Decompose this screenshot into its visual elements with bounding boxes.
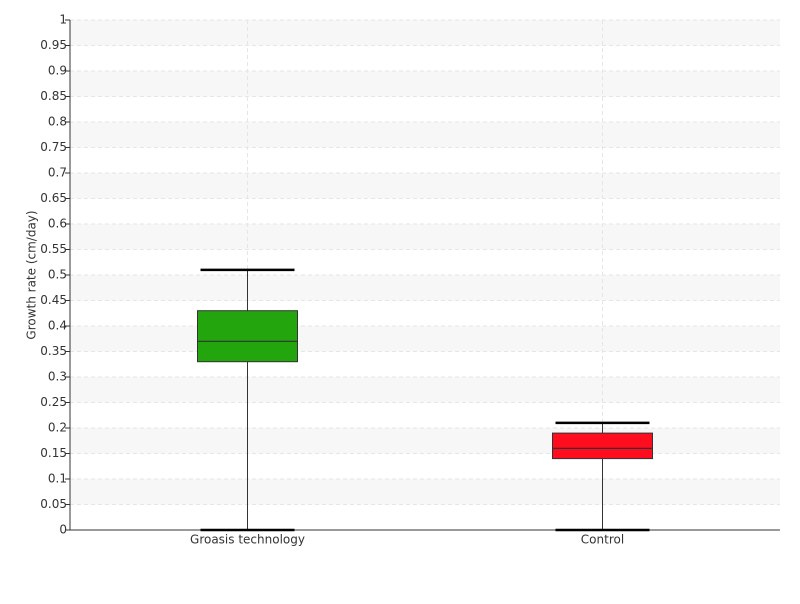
y-tick-label: 0.45 (40, 293, 67, 307)
y-tick-label: 0.3 (48, 370, 67, 384)
grid-band (70, 428, 780, 454)
y-tick-label: 0.2 (48, 421, 67, 435)
y-tick-label: 0.9 (48, 64, 67, 78)
grid-band (70, 173, 780, 199)
y-tick-label: 0.55 (40, 242, 67, 256)
grid-band (70, 326, 780, 352)
y-tick-label: 0.5 (48, 268, 67, 282)
y-axis-label: Growth rate (cm/day) (25, 210, 39, 339)
box (552, 432, 653, 460)
y-tick-label: 0.15 (40, 446, 67, 460)
y-tick-label: 0.65 (40, 191, 67, 205)
grid-band (70, 275, 780, 301)
y-tick-label: 0.05 (40, 497, 67, 511)
y-tick-label: 0.25 (40, 395, 67, 409)
x-tick-label: Groasis technology (190, 533, 305, 547)
y-tick-label: 1 (59, 13, 67, 27)
y-tick-label: 0.85 (40, 89, 67, 103)
x-tick-label: Control (581, 533, 624, 547)
box (197, 310, 298, 363)
grid-band (70, 122, 780, 148)
grid-band (70, 71, 780, 97)
y-tick-label: 0.1 (48, 472, 67, 486)
y-tick-label: 0.7 (48, 166, 67, 180)
grid-band (70, 479, 780, 505)
grid-band (70, 224, 780, 250)
y-tick-label: 0.35 (40, 344, 67, 358)
grid-band (70, 20, 780, 46)
y-tick-label: 0.95 (40, 38, 67, 52)
y-tick-label: 0.6 (48, 217, 67, 231)
y-tick-label: 0.75 (40, 140, 67, 154)
y-tick-label: 0.4 (48, 319, 67, 333)
grid-band (70, 377, 780, 403)
y-tick-label: 0.8 (48, 115, 67, 129)
y-tick-label: 0 (59, 523, 67, 537)
